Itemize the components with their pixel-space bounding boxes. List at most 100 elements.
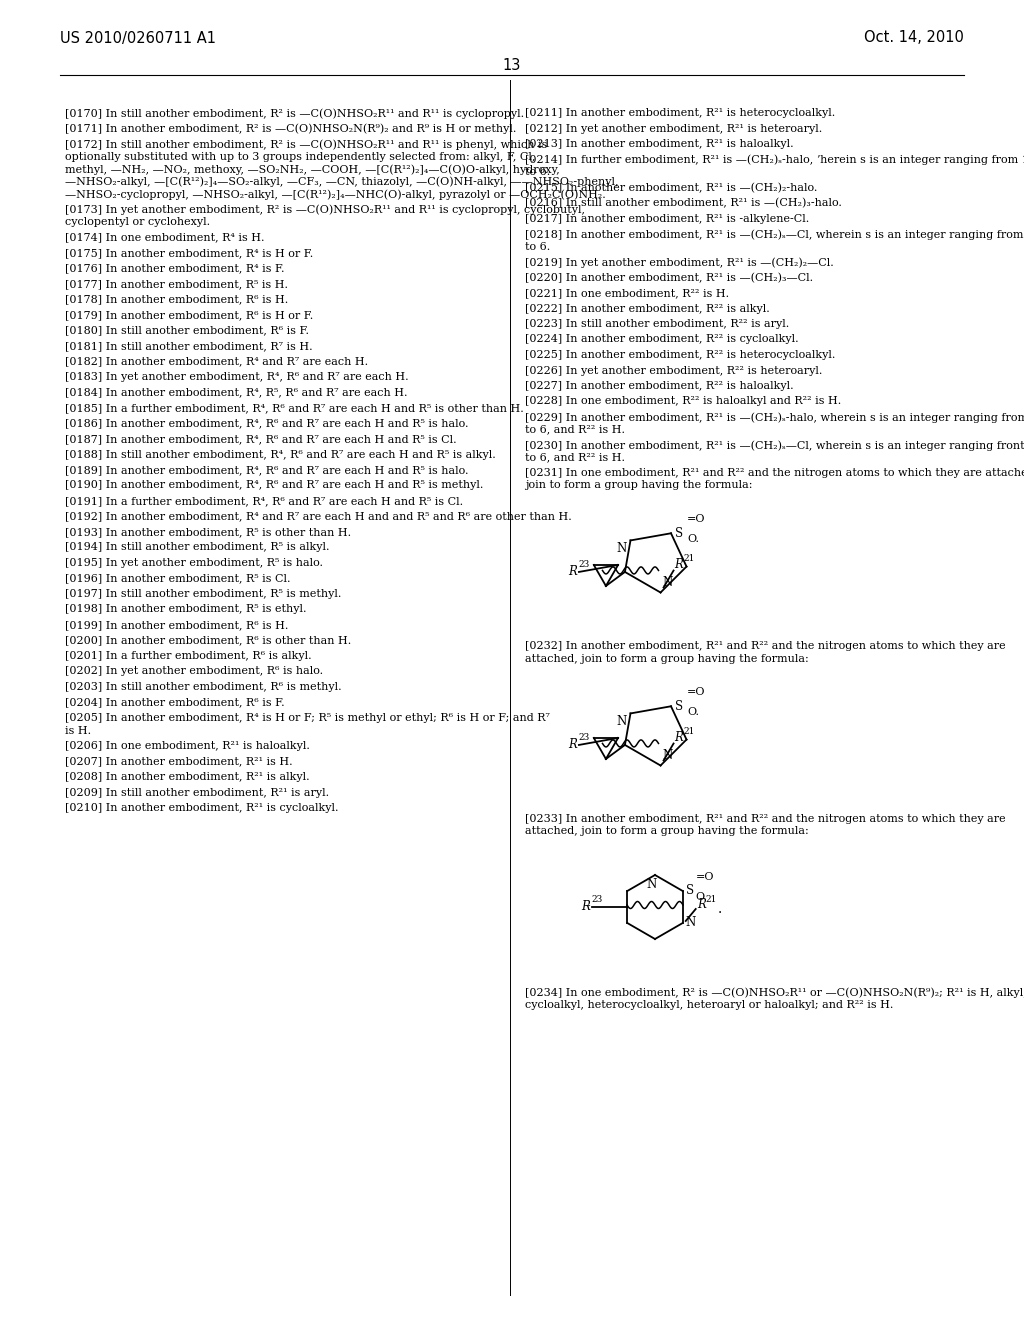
Text: R: R xyxy=(675,558,683,572)
Text: [0194] In still another embodiment, R⁵ is alkyl.: [0194] In still another embodiment, R⁵ i… xyxy=(65,543,330,553)
Text: [0219] In yet another embodiment, R²¹ is —(CH₂)₂—Cl.: [0219] In yet another embodiment, R²¹ is… xyxy=(525,257,834,268)
Text: [0201] In a further embodiment, R⁶ is alkyl.: [0201] In a further embodiment, R⁶ is al… xyxy=(65,651,311,661)
Text: [0221] In one embodiment, R²² is H.: [0221] In one embodiment, R²² is H. xyxy=(525,288,729,298)
Text: [0220] In another embodiment, R²¹ is —(CH₂)₃—Cl.: [0220] In another embodiment, R²¹ is —(C… xyxy=(525,272,813,282)
Text: [0197] In still another embodiment, R⁵ is methyl.: [0197] In still another embodiment, R⁵ i… xyxy=(65,589,341,599)
Text: 23: 23 xyxy=(579,734,590,742)
Text: [0202] In yet another embodiment, R⁶ is halo.: [0202] In yet another embodiment, R⁶ is … xyxy=(65,667,324,676)
Text: [0217] In another embodiment, R²¹ is -alkylene-Cl.: [0217] In another embodiment, R²¹ is -al… xyxy=(525,214,809,223)
Text: [0179] In another embodiment, R⁶ is H or F.: [0179] In another embodiment, R⁶ is H or… xyxy=(65,310,313,319)
Text: S: S xyxy=(686,884,694,898)
Text: [0191] In a further embodiment, R⁴, R⁶ and R⁷ are each H and R⁵ is Cl.: [0191] In a further embodiment, R⁴, R⁶ a… xyxy=(65,496,463,506)
Text: [0190] In another embodiment, R⁴, R⁶ and R⁷ are each H and R⁵ is methyl.: [0190] In another embodiment, R⁴, R⁶ and… xyxy=(65,480,483,491)
Text: N: N xyxy=(616,715,627,729)
Text: [0216] In still another embodiment, R²¹ is —(CH₂)₃-halo.: [0216] In still another embodiment, R²¹ … xyxy=(525,198,842,209)
Text: =O: =O xyxy=(687,688,706,697)
Text: to 6.: to 6. xyxy=(525,242,550,252)
Text: [0223] In still another embodiment, R²² is aryl.: [0223] In still another embodiment, R²² … xyxy=(525,319,790,329)
Text: methyl, —NH₂, —NO₂, methoxy, —SO₂NH₂, —COOH, —[C(R¹²)₂]₄—C(O)O-alkyl, hydroxy,: methyl, —NH₂, —NO₂, methoxy, —SO₂NH₂, —C… xyxy=(65,164,560,174)
Text: [0230] In another embodiment, R²¹ is —(CH₂)ₛ—Cl, wherein s is an integer ranging: [0230] In another embodiment, R²¹ is —(C… xyxy=(525,440,1024,450)
Text: [0187] In another embodiment, R⁴, R⁶ and R⁷ are each H and R⁵ is Cl.: [0187] In another embodiment, R⁴, R⁶ and… xyxy=(65,434,457,444)
Text: [0199] In another embodiment, R⁶ is H.: [0199] In another embodiment, R⁶ is H. xyxy=(65,620,289,630)
Text: =O: =O xyxy=(695,873,714,882)
Text: US 2010/0260711 A1: US 2010/0260711 A1 xyxy=(60,30,216,45)
Text: R: R xyxy=(675,731,683,744)
Text: [0180] In still another embodiment, R⁶ is F.: [0180] In still another embodiment, R⁶ i… xyxy=(65,326,309,335)
Text: [0174] In one embodiment, R⁴ is H.: [0174] In one embodiment, R⁴ is H. xyxy=(65,232,264,243)
Text: R: R xyxy=(568,738,577,751)
Text: 21: 21 xyxy=(684,727,695,737)
Text: [0186] In another embodiment, R⁴, R⁶ and R⁷ are each H and R⁵ is halo.: [0186] In another embodiment, R⁴, R⁶ and… xyxy=(65,418,469,429)
Text: [0172] In still another embodiment, R² is —C(O)NHSO₂R¹¹ and R¹¹ is phenyl, which: [0172] In still another embodiment, R² i… xyxy=(65,139,548,149)
Text: Oct. 14, 2010: Oct. 14, 2010 xyxy=(864,30,964,45)
Text: attached, join to form a group having the formula:: attached, join to form a group having th… xyxy=(525,653,809,664)
Text: =O: =O xyxy=(687,515,706,524)
Text: N: N xyxy=(686,916,696,929)
Text: —NHSO₂-alkyl, —[C(R¹²)₂]₄—SO₂-alkyl, —CF₃, —CN, thiazolyl, —C(O)NH-alkyl, ——NHSO: —NHSO₂-alkyl, —[C(R¹²)₂]₄—SO₂-alkyl, —CF… xyxy=(65,177,618,187)
Text: N: N xyxy=(663,576,673,589)
Text: cycloalkyl, heterocycloalkyl, heteroaryl or haloalkyl; and R²² is H.: cycloalkyl, heterocycloalkyl, heteroaryl… xyxy=(525,999,893,1010)
Text: [0229] In another embodiment, R²¹ is —(CH₂)ₛ-halo, wherein s is an integer rangi: [0229] In another embodiment, R²¹ is —(C… xyxy=(525,412,1024,422)
Text: [0184] In another embodiment, R⁴, R⁵, R⁶ and R⁷ are each H.: [0184] In another embodiment, R⁴, R⁵, R⁶… xyxy=(65,388,408,397)
Text: 21: 21 xyxy=(684,554,695,564)
Text: [0210] In another embodiment, R²¹ is cycloalkyl.: [0210] In another embodiment, R²¹ is cyc… xyxy=(65,803,339,813)
Text: optionally substituted with up to 3 groups independently selected from: alkyl, F: optionally substituted with up to 3 grou… xyxy=(65,152,536,161)
Text: [0211] In another embodiment, R²¹ is heterocycloalkyl.: [0211] In another embodiment, R²¹ is het… xyxy=(525,108,836,117)
Text: [0203] In still another embodiment, R⁶ is methyl.: [0203] In still another embodiment, R⁶ i… xyxy=(65,682,342,692)
Text: [0170] In still another embodiment, R² is —C(O)NHSO₂R¹¹ and R¹¹ is cyclopropyl.: [0170] In still another embodiment, R² i… xyxy=(65,108,524,119)
Text: [0208] In another embodiment, R²¹ is alkyl.: [0208] In another embodiment, R²¹ is alk… xyxy=(65,772,309,781)
Text: [0212] In yet another embodiment, R²¹ is heteroaryl.: [0212] In yet another embodiment, R²¹ is… xyxy=(525,124,822,133)
Text: [0207] In another embodiment, R²¹ is H.: [0207] In another embodiment, R²¹ is H. xyxy=(65,756,293,767)
Text: [0200] In another embodiment, R⁶ is other than H.: [0200] In another embodiment, R⁶ is othe… xyxy=(65,635,351,645)
Text: [0214] In further embodiment, R²¹ is —(CH₂)ₛ-halo, ʼherein s is an integer rangi: [0214] In further embodiment, R²¹ is —(C… xyxy=(525,154,1024,165)
Text: [0227] In another embodiment, R²² is haloalkyl.: [0227] In another embodiment, R²² is hal… xyxy=(525,381,794,391)
Text: N: N xyxy=(663,748,673,762)
Text: [0222] In another embodiment, R²² is alkyl.: [0222] In another embodiment, R²² is alk… xyxy=(525,304,770,314)
Text: [0231] In one embodiment, R²¹ and R²² and the nitrogen atoms to which they are a: [0231] In one embodiment, R²¹ and R²² an… xyxy=(525,469,1024,478)
Text: O.: O. xyxy=(687,708,699,717)
Text: [0224] In another embodiment, R²² is cycloalkyl.: [0224] In another embodiment, R²² is cyc… xyxy=(525,334,799,345)
Text: N: N xyxy=(647,878,657,891)
Text: 13: 13 xyxy=(503,58,521,73)
Text: S: S xyxy=(675,700,683,713)
Text: [0209] In still another embodiment, R²¹ is aryl.: [0209] In still another embodiment, R²¹ … xyxy=(65,788,329,797)
Text: [0218] In another embodiment, R²¹ is —(CH₂)ₛ—Cl, wherein s is an integer ranging: [0218] In another embodiment, R²¹ is —(C… xyxy=(525,228,1024,239)
Text: [0195] In yet another embodiment, R⁵ is halo.: [0195] In yet another embodiment, R⁵ is … xyxy=(65,558,323,568)
Text: to 6, and R²² is H.: to 6, and R²² is H. xyxy=(525,453,625,462)
Text: [0206] In one embodiment, R²¹ is haloalkyl.: [0206] In one embodiment, R²¹ is haloalk… xyxy=(65,741,310,751)
Text: [0176] In another embodiment, R⁴ is F.: [0176] In another embodiment, R⁴ is F. xyxy=(65,264,285,273)
Text: [0196] In another embodiment, R⁵ is Cl.: [0196] In another embodiment, R⁵ is Cl. xyxy=(65,573,291,583)
Text: [0173] In yet another embodiment, R² is —C(O)NHSO₂R¹¹ and R¹¹ is cyclopropyl, cy: [0173] In yet another embodiment, R² is … xyxy=(65,205,585,215)
Text: [0226] In yet another embodiment, R²² is heteroaryl.: [0226] In yet another embodiment, R²² is… xyxy=(525,366,822,375)
Text: attached, join to form a group having the formula:: attached, join to form a group having th… xyxy=(525,826,809,837)
Text: [0198] In another embodiment, R⁵ is ethyl.: [0198] In another embodiment, R⁵ is ethy… xyxy=(65,605,306,615)
Text: 23: 23 xyxy=(591,895,602,904)
Text: [0185] In a further embodiment, R⁴, R⁶ and R⁷ are each H and R⁵ is other than H.: [0185] In a further embodiment, R⁴, R⁶ a… xyxy=(65,403,523,413)
Text: [0225] In another embodiment, R²² is heterocycloalkyl.: [0225] In another embodiment, R²² is het… xyxy=(525,350,836,360)
Text: [0189] In another embodiment, R⁴, R⁶ and R⁷ are each H and R⁵ is halo.: [0189] In another embodiment, R⁴, R⁶ and… xyxy=(65,465,469,475)
Text: [0183] In yet another embodiment, R⁴, R⁶ and R⁷ are each H.: [0183] In yet another embodiment, R⁴, R⁶… xyxy=(65,372,409,381)
Text: [0181] In still another embodiment, R⁷ is H.: [0181] In still another embodiment, R⁷ i… xyxy=(65,341,312,351)
Text: [0177] In another embodiment, R⁵ is H.: [0177] In another embodiment, R⁵ is H. xyxy=(65,279,288,289)
Text: 23: 23 xyxy=(579,561,590,569)
Text: O.: O. xyxy=(687,535,699,544)
Text: [0213] In another embodiment, R²¹ is haloalkyl.: [0213] In another embodiment, R²¹ is hal… xyxy=(525,139,794,149)
Text: N: N xyxy=(616,543,627,556)
Text: [0232] In another embodiment, R²¹ and R²² and the nitrogen atoms to which they a: [0232] In another embodiment, R²¹ and R²… xyxy=(525,642,1006,651)
Text: —NHSO₂-cyclopropyl, —NHSO₂-alkyl, —[C(R¹²)₂]₄—NHC(O)-alkyl, pyrazolyl or —OCH₂C(: —NHSO₂-cyclopropyl, —NHSO₂-alkyl, —[C(R¹… xyxy=(65,189,606,199)
Text: [0205] In another embodiment, R⁴ is H or F; R⁵ is methyl or ethyl; R⁶ is H or F;: [0205] In another embodiment, R⁴ is H or… xyxy=(65,713,550,723)
Text: [0171] In another embodiment, R² is —C(O)NHSO₂N(R⁹)₂ and R⁹ is H or methyl.: [0171] In another embodiment, R² is —C(O… xyxy=(65,124,516,135)
Text: S: S xyxy=(675,527,683,540)
Text: .: . xyxy=(718,902,722,916)
Text: [0178] In another embodiment, R⁶ is H.: [0178] In another embodiment, R⁶ is H. xyxy=(65,294,288,305)
Text: R: R xyxy=(568,565,577,578)
Text: [0215] In another embodiment, R²¹ is —(CH₂)₂-halo.: [0215] In another embodiment, R²¹ is —(C… xyxy=(525,182,817,193)
Text: to 6, and R²² is H.: to 6, and R²² is H. xyxy=(525,425,625,434)
Text: [0234] In one embodiment, R² is —C(O)NHSO₂R¹¹ or —C(O)NHSO₂N(R⁹)₂; R²¹ is H, alk: [0234] In one embodiment, R² is —C(O)NHS… xyxy=(525,987,1024,998)
Text: cyclopentyl or cyclohexyl.: cyclopentyl or cyclohexyl. xyxy=(65,216,210,227)
Text: is H.: is H. xyxy=(65,726,91,735)
Text: [0192] In another embodiment, R⁴ and R⁷ are each H and and R⁵ and R⁶ are other t: [0192] In another embodiment, R⁴ and R⁷ … xyxy=(65,511,571,521)
Text: [0175] In another embodiment, R⁴ is H or F.: [0175] In another embodiment, R⁴ is H or… xyxy=(65,248,313,257)
Text: [0193] In another embodiment, R⁵ is other than H.: [0193] In another embodiment, R⁵ is othe… xyxy=(65,527,351,537)
Text: [0204] In another embodiment, R⁶ is F.: [0204] In another embodiment, R⁶ is F. xyxy=(65,697,285,708)
